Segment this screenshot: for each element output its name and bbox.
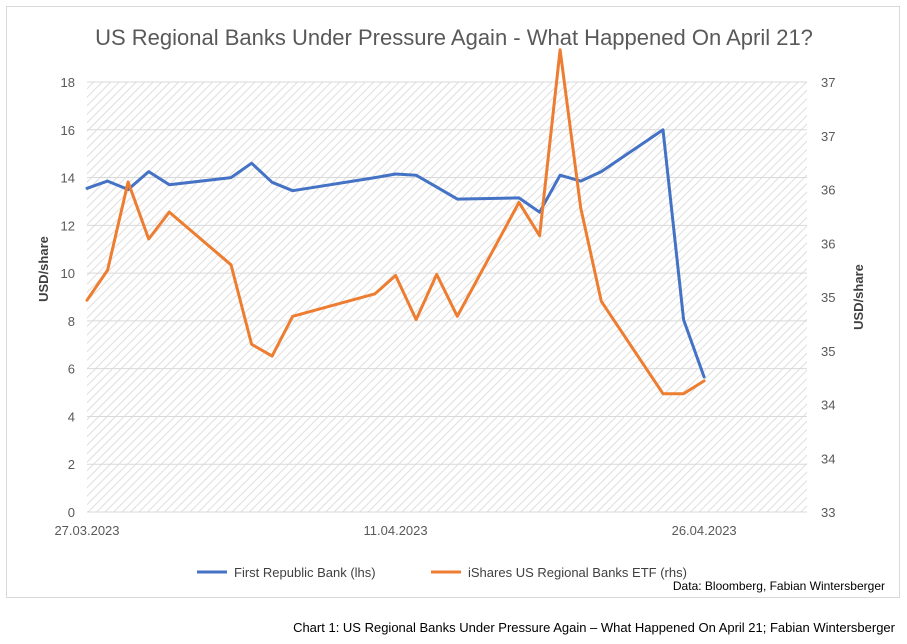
- x-tick-label: 27.03.2023: [54, 523, 119, 538]
- left-y-tick-label: 0: [68, 505, 75, 520]
- left-y-tick-label: 16: [61, 123, 75, 138]
- right-y-tick-label: 36: [821, 183, 835, 198]
- series-line-first-republic: [85, 128, 706, 379]
- left-y-tick-label: 8: [68, 314, 75, 329]
- legend: First Republic Bank (lhs) iShares US Reg…: [197, 565, 687, 580]
- left-y-tick-label: 18: [61, 75, 75, 90]
- legend-label-first-republic: First Republic Bank (lhs): [234, 565, 376, 580]
- left-y-axis-title: USD/share: [36, 236, 51, 302]
- right-y-tick-label: 35: [821, 290, 835, 305]
- series-line-ishares: [85, 48, 706, 396]
- left-y-tick-label: 4: [68, 409, 75, 424]
- data-source-note: Data: Bloomberg, Fabian Wintersberger: [673, 579, 885, 593]
- right-y-tick-label: 34: [821, 451, 835, 466]
- left-y-tick-label: 2: [68, 457, 75, 472]
- right-y-tick-label: 37: [821, 75, 835, 90]
- left-y-tick-label: 6: [68, 362, 75, 377]
- right-y-tick-label: 36: [821, 236, 835, 251]
- x-tick-label: 26.04.2023: [672, 523, 737, 538]
- x-tick-label: 11.04.2023: [364, 523, 428, 538]
- right-y-tick-label: 33: [821, 505, 835, 520]
- left-y-tick-label: 12: [61, 218, 75, 233]
- right-y-tick-label: 35: [821, 344, 835, 359]
- left-y-tick-label: 14: [61, 171, 75, 186]
- x-axis: 27.03.2023 11.04.2023 26.04.2023: [54, 523, 736, 538]
- right-y-tick-label: 34: [821, 398, 835, 413]
- gridlines: [87, 81, 807, 513]
- right-y-tick-label: 37: [821, 129, 835, 144]
- series-lines: [85, 48, 706, 396]
- left-y-tick-label: 10: [61, 266, 75, 281]
- legend-label-ishares: iShares US Regional Banks ETF (rhs): [468, 565, 687, 580]
- chart-title: US Regional Banks Under Pressure Again -…: [95, 25, 813, 50]
- left-y-axis: 0 2 4 6 8 10 12 14 16 18: [61, 75, 75, 520]
- right-y-axis: 33 34 34 35 35 36 36 37 37: [821, 75, 835, 520]
- line-chart: US Regional Banks Under Pressure Again -…: [36, 25, 885, 593]
- right-y-axis-title: USD/share: [851, 264, 866, 330]
- figure-caption: Chart 1: US Regional Banks Under Pressur…: [293, 620, 895, 635]
- chart-frame: US Regional Banks Under Pressure Again -…: [6, 6, 900, 598]
